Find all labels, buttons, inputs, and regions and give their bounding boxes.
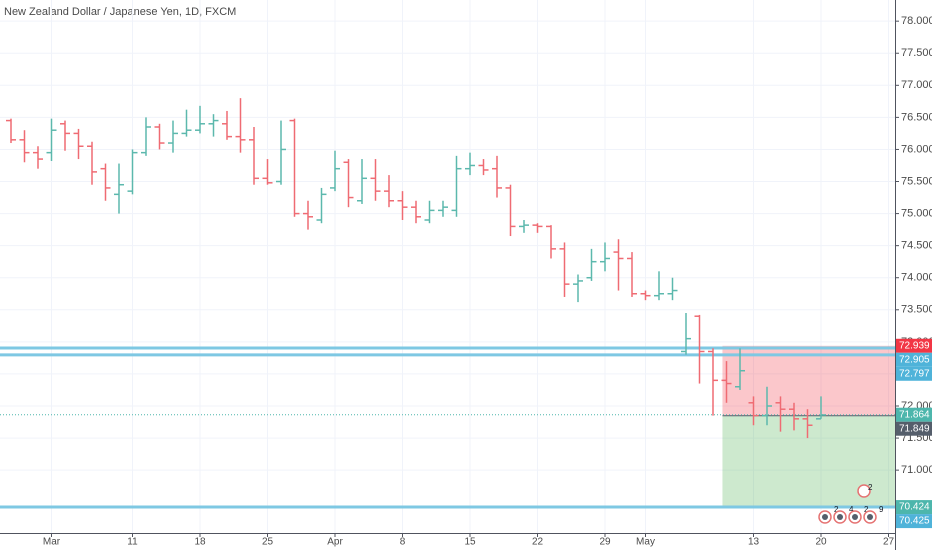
plot-layer bbox=[0, 0, 895, 533]
y-tick-label: 74.000 bbox=[901, 272, 932, 284]
y-tick-label: 75.000 bbox=[901, 207, 932, 219]
event-count: 9 bbox=[879, 505, 884, 514]
y-tick-label: 76.500 bbox=[901, 111, 932, 123]
x-tick-label: 11 bbox=[127, 537, 138, 548]
x-tick-label: 27 bbox=[883, 537, 895, 548]
time-axis-bg bbox=[0, 533, 895, 550]
chart-title: New Zealand Dollar / Japanese Yen, 1D, F… bbox=[4, 6, 236, 18]
price-label-bg bbox=[896, 366, 932, 381]
stop-zone bbox=[722, 345, 895, 416]
y-tick-label: 77.500 bbox=[901, 47, 932, 59]
price-label: 71.849 bbox=[899, 423, 930, 434]
x-tick-label: 22 bbox=[532, 537, 544, 548]
x-tick-label: Mar bbox=[43, 537, 61, 548]
x-tick-label: 8 bbox=[400, 537, 406, 548]
price-label: 72.939 bbox=[899, 340, 930, 351]
x-tick-label: 29 bbox=[599, 537, 611, 548]
price-axis-bg bbox=[895, 0, 932, 550]
price-label-bg bbox=[896, 407, 932, 422]
price-label-bg bbox=[896, 421, 932, 436]
event-icon-core bbox=[837, 514, 843, 520]
event-icon-core bbox=[852, 514, 858, 520]
price-label-bg bbox=[896, 500, 932, 515]
y-tick-label: 78.000 bbox=[901, 15, 932, 27]
y-tick-label: 73.500 bbox=[901, 304, 932, 316]
price-label-bg bbox=[896, 352, 932, 367]
x-tick-label: 15 bbox=[464, 537, 476, 548]
price-label: 71.864 bbox=[899, 409, 930, 420]
x-tick-label: May bbox=[636, 537, 655, 548]
x-tick-label: 20 bbox=[815, 537, 827, 548]
x-tick-label: 25 bbox=[262, 537, 274, 548]
event-icon-core bbox=[822, 514, 828, 520]
x-tick-label: Apr bbox=[327, 537, 343, 548]
event-count: 2 bbox=[864, 505, 869, 514]
event-icon bbox=[857, 484, 871, 498]
y-tick-label: 74.500 bbox=[901, 240, 932, 252]
x-tick-label: 13 bbox=[748, 537, 760, 548]
event-icons: 2 4 2 9 2 bbox=[818, 483, 884, 524]
event-icon-core bbox=[867, 514, 873, 520]
event-count: 2 bbox=[868, 483, 873, 492]
y-tick-label: 77.000 bbox=[901, 79, 932, 91]
price-label-bg bbox=[896, 514, 932, 529]
price-label: 72.797 bbox=[899, 368, 930, 379]
y-tick-label: 75.500 bbox=[901, 175, 932, 187]
price-label: 70.424 bbox=[899, 502, 930, 513]
y-tick-label: 71.000 bbox=[901, 464, 932, 476]
price-label: 70.425 bbox=[899, 516, 930, 527]
x-tick-label: 18 bbox=[194, 537, 206, 548]
event-count: 2 bbox=[834, 505, 839, 514]
price-label-bg bbox=[896, 338, 932, 353]
price-label: 72.905 bbox=[899, 354, 930, 365]
y-tick-label: 76.000 bbox=[901, 143, 932, 155]
event-count: 4 bbox=[849, 505, 854, 514]
